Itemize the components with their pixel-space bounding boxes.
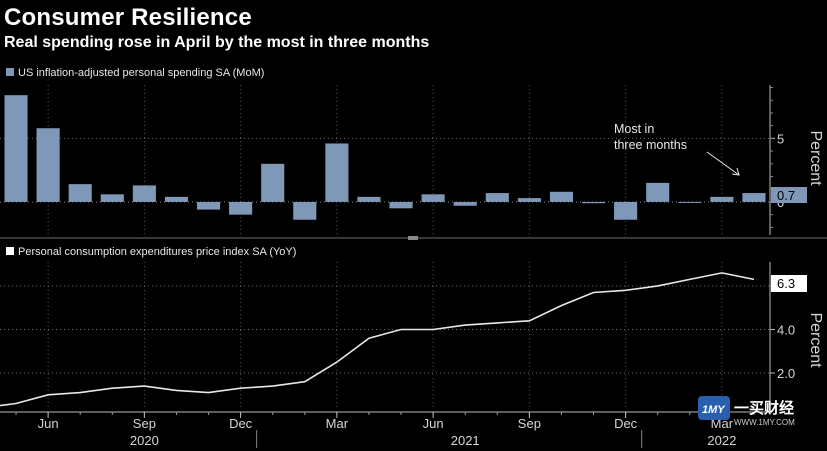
year-label-2: 2022 xyxy=(707,433,736,448)
last-value-flag-pce xyxy=(771,275,807,292)
bar-2020-10 xyxy=(164,196,189,202)
chart-title: Consumer Resilience xyxy=(4,4,252,31)
bar-2021-03 xyxy=(325,143,349,202)
ylabel-spending: Percent xyxy=(807,130,824,186)
bar-2020-07 xyxy=(68,184,92,202)
panel-resize-handle xyxy=(408,236,418,240)
axis-layer: 052.04.06.0JunSepDecMarJunSepDecMar20202… xyxy=(0,85,827,448)
xtick-label-0: Jun xyxy=(38,416,59,431)
bar-2021-09 xyxy=(517,198,541,202)
bar-2022-02 xyxy=(678,201,702,203)
annotation-arrow xyxy=(706,151,740,176)
bar-2022-04 xyxy=(742,193,766,202)
bar-2021-01 xyxy=(261,163,285,202)
bar-2021-07 xyxy=(453,201,477,206)
bar-2020-09 xyxy=(132,185,156,202)
bar-2021-12 xyxy=(614,201,638,220)
last-value-pce: 6.3 xyxy=(777,276,795,291)
xtick-label-1: Sep xyxy=(133,416,156,431)
bar-2022-01 xyxy=(646,182,670,202)
xtick-label-2: Dec xyxy=(229,416,253,431)
bar-2021-08 xyxy=(485,193,509,202)
xtick-label-5: Sep xyxy=(518,416,541,431)
bars-layer xyxy=(4,95,766,220)
bar-2021-06 xyxy=(421,194,445,202)
legend-spending: US inflation-adjusted personal spending … xyxy=(18,67,264,79)
bar-2021-02 xyxy=(293,201,317,220)
annotation-line-1: Most in xyxy=(614,122,654,136)
bar-2020-06 xyxy=(36,128,60,202)
xtick-label-3: Mar xyxy=(326,416,349,431)
last-value-spending: 0.7 xyxy=(777,188,795,203)
chart-subtitle: Real spending rose in April by the most … xyxy=(4,34,430,51)
ytick-label-pce-1: 4.0 xyxy=(777,322,795,337)
bar-2020-11 xyxy=(196,201,221,210)
bar-2022-03 xyxy=(710,196,734,202)
pce-line xyxy=(0,272,755,407)
xtick-label-4: Jun xyxy=(423,416,444,431)
watermark-url: WWW.1MY.COM xyxy=(734,418,795,427)
watermark-logo-badge xyxy=(698,396,730,420)
watermark-logo: 1MY xyxy=(702,404,726,416)
last-value-flag-spending xyxy=(771,187,807,203)
annotation-line-2: three months xyxy=(614,138,687,152)
bar-2021-04 xyxy=(357,196,381,202)
bar-2021-05 xyxy=(389,201,413,209)
year-label-1: 2021 xyxy=(451,433,480,448)
xtick-label-6: Dec xyxy=(614,416,638,431)
ytick-label-pce-0: 2.0 xyxy=(777,366,795,381)
line-layer xyxy=(0,272,755,407)
legend-swatch-spending xyxy=(6,68,14,76)
watermark-name: 一买财经 xyxy=(734,399,794,417)
bar-2020-08 xyxy=(100,194,124,202)
bar-2020-12 xyxy=(229,201,253,215)
ylabel-pce: Percent xyxy=(807,312,824,368)
annotation-arrowhead xyxy=(731,167,740,176)
year-label-0: 2020 xyxy=(130,433,159,448)
legend-swatch-pce xyxy=(6,247,14,255)
legend-pce: Personal consumption expenditures price … xyxy=(18,246,296,258)
watermark: 1MY 一买财经 WWW.1MY.COM xyxy=(698,396,795,427)
bar-2021-11 xyxy=(581,201,606,204)
bar-2021-10 xyxy=(549,191,574,202)
ytick-label-spending-1: 5 xyxy=(777,131,784,146)
bar-2020-05 xyxy=(4,95,28,202)
